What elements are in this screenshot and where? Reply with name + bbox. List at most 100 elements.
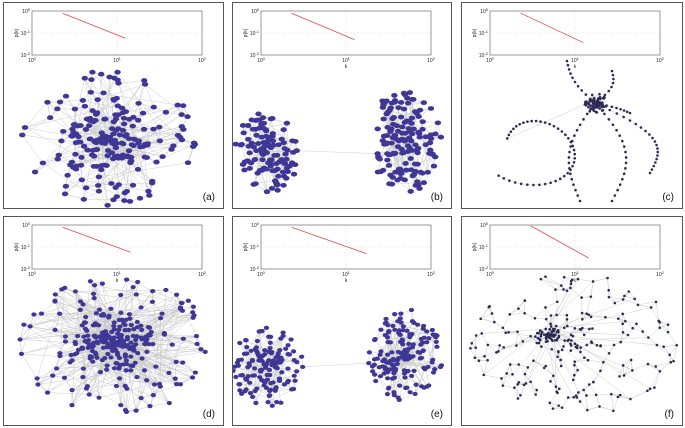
- network-node: [122, 408, 129, 413]
- inset-xtick-label: 102: [427, 56, 436, 64]
- network-figure-b: 100 101 102 100 10-1 10-2 p(k) k: [233, 7, 445, 195]
- network-node: [625, 110, 629, 114]
- network-node: [279, 169, 287, 175]
- network-node: [77, 299, 84, 304]
- network-node: [505, 137, 509, 140]
- network-node: [518, 122, 521, 126]
- network-node: [384, 157, 391, 163]
- network-edge: [33, 312, 97, 315]
- network-node: [17, 337, 23, 342]
- inset-ytick-label: 10-1: [250, 243, 260, 251]
- network-edge: [34, 154, 59, 173]
- network-node: [159, 154, 166, 160]
- network-edge: [135, 398, 142, 411]
- network-node: [278, 136, 285, 142]
- network-node: [566, 171, 569, 175]
- network-node: [135, 279, 141, 285]
- network-node: [605, 104, 608, 107]
- network-edge: [82, 100, 144, 114]
- network-node: [240, 130, 247, 136]
- network-edge: [118, 83, 134, 118]
- network-node: [100, 345, 107, 350]
- network-node: [611, 123, 615, 127]
- network-edge: [71, 394, 90, 406]
- network-edge: [33, 314, 95, 337]
- network-node: [639, 126, 643, 129]
- network-node: [580, 89, 584, 92]
- network-node: [280, 127, 287, 133]
- network-node: [128, 142, 136, 148]
- network-node: [52, 292, 58, 297]
- network-node: [539, 120, 542, 123]
- network-node: [104, 153, 111, 159]
- network-node: [395, 105, 402, 111]
- network-node: [592, 109, 596, 112]
- network-node: [128, 158, 135, 164]
- panel-a: 100 101 102 100 10-1 10-2 p(k) (a): [3, 2, 224, 209]
- network-node: [426, 140, 434, 146]
- network-node: [595, 111, 599, 114]
- network-node: [143, 338, 149, 343]
- network-edge: [41, 297, 95, 314]
- network-node: [139, 327, 145, 332]
- network-node: [603, 93, 607, 97]
- network-node: [655, 143, 658, 147]
- panel-label-b: (b): [430, 192, 443, 203]
- network-node: [111, 142, 119, 147]
- network-node: [429, 151, 436, 157]
- network-node: [82, 326, 88, 331]
- network-node: [610, 105, 614, 109]
- network-node: [502, 177, 506, 180]
- inset-xtick-label: 101: [113, 56, 122, 64]
- network-node: [610, 85, 613, 89]
- network-edge: [96, 313, 131, 357]
- network-edge: [240, 144, 250, 169]
- network-edge: [29, 313, 42, 327]
- inset-xtick-label: 100: [28, 270, 37, 278]
- network-node: [131, 344, 137, 349]
- network-node: [83, 314, 89, 320]
- network-node: [390, 115, 397, 120]
- network-node: [153, 364, 159, 369]
- network-edge: [37, 375, 53, 385]
- network-node: [75, 139, 82, 145]
- network-node: [146, 325, 153, 330]
- network-node: [578, 199, 582, 203]
- network-edge: [89, 354, 126, 395]
- network-node: [150, 289, 156, 294]
- network-edge: [94, 322, 115, 336]
- network-node: [416, 134, 423, 140]
- network-edge: [125, 335, 197, 411]
- network-node: [111, 320, 117, 325]
- network-edge: [507, 102, 589, 139]
- network-node: [144, 378, 150, 383]
- network-edge: [97, 99, 116, 157]
- network-node: [568, 150, 571, 154]
- network-node: [585, 112, 589, 116]
- network-node: [410, 126, 417, 132]
- network-node: [124, 343, 130, 348]
- network-node: [141, 368, 148, 373]
- network-node: [567, 136, 570, 140]
- network-node: [283, 165, 290, 171]
- network-edge: [116, 139, 136, 197]
- network-node: [180, 360, 186, 365]
- network-node: [123, 188, 131, 194]
- network-node: [407, 156, 414, 161]
- network-node: [434, 120, 442, 126]
- network-node: [615, 106, 618, 110]
- network-edge: [153, 394, 170, 404]
- network-node: [407, 167, 415, 173]
- network-edge: [238, 365, 270, 397]
- network-node: [118, 310, 124, 315]
- network-node: [137, 144, 144, 150]
- network-node: [538, 183, 541, 187]
- network-node: [556, 127, 560, 130]
- network-node: [656, 147, 659, 150]
- network-node: [142, 342, 148, 347]
- network-edge: [113, 114, 182, 159]
- network-node: [567, 68, 571, 71]
- network-node: [143, 334, 149, 339]
- network-edge: [72, 78, 85, 130]
- network-node: [274, 187, 281, 193]
